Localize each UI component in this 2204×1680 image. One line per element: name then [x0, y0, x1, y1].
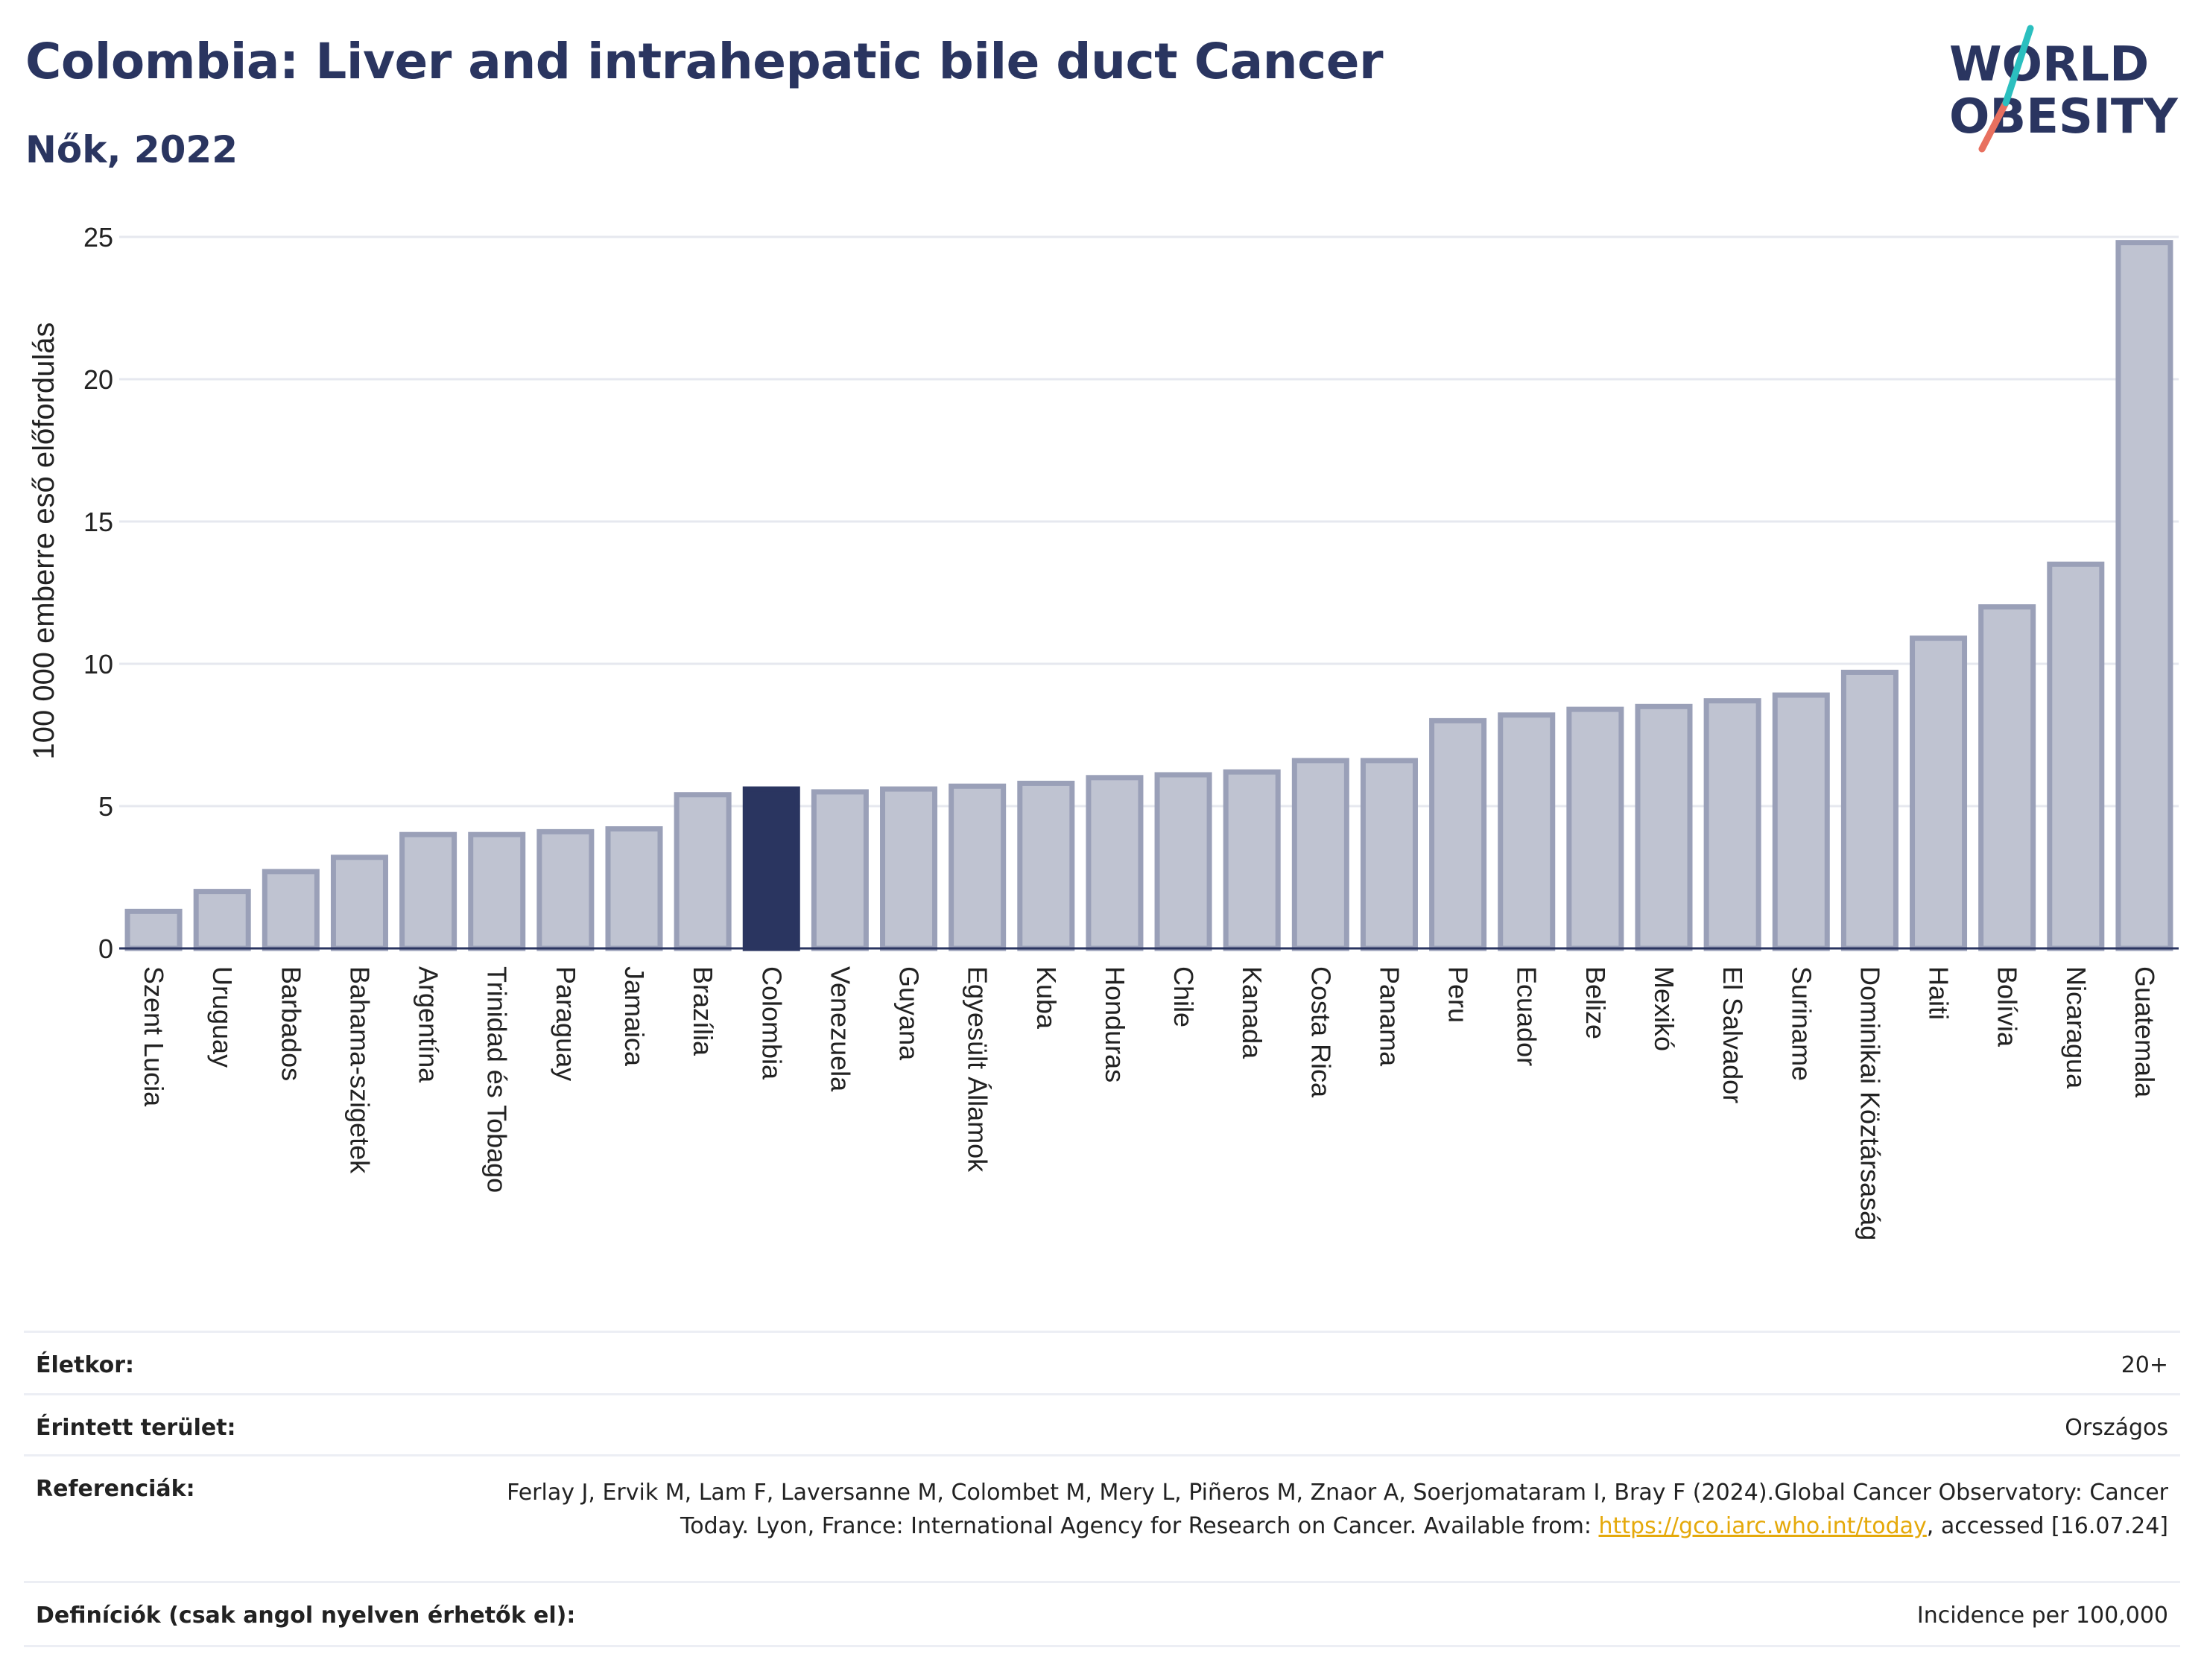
bar	[2115, 240, 2173, 951]
x-tick-label: Jamaica	[619, 966, 650, 1067]
meta-row-references: Referenciák: Ferlay J, Ervik M, Lam F, L…	[24, 1456, 2180, 1583]
y-tick-labels: 0 5 10 15 20 25	[83, 222, 113, 964]
x-tick-label: Ecuador	[1512, 966, 1542, 1066]
bar	[811, 789, 869, 951]
svg-text:WORLD: WORLD	[1949, 37, 2149, 92]
y-axis-label: 100 000 emberre eső előfordulás	[28, 322, 60, 759]
x-tick-label: Colombia	[756, 966, 787, 1080]
x-tick-label: Kanada	[1237, 966, 1267, 1059]
bar	[2047, 561, 2105, 951]
meta-value-references: Ferlay J, Ervik M, Lam F, Laversanne M, …	[455, 1476, 2168, 1543]
x-tick-label: Szent Lucia	[139, 966, 169, 1107]
bar	[468, 831, 526, 951]
x-tick-label: Barbados	[276, 966, 306, 1081]
bar	[1772, 692, 1830, 951]
bar	[1566, 706, 1624, 951]
bar	[330, 855, 388, 951]
meta-value-area: Országos	[2065, 1415, 2168, 1441]
bar	[880, 786, 938, 951]
bars	[124, 240, 2173, 951]
bar	[1703, 698, 1761, 951]
x-tick-label: Suriname	[1786, 966, 1817, 1081]
gridlines	[119, 235, 2179, 808]
meta-value-definitions: Incidence per 100,000	[1916, 1603, 2168, 1629]
bar-chart: 0 5 10 15 20 25 Szent Lucia Uruguay Barbados Bah…	[28, 222, 2179, 1240]
x-tick-label: Uruguay	[207, 966, 238, 1068]
bar	[1291, 758, 1349, 951]
bar	[536, 828, 595, 951]
x-tick-label: Argentína	[414, 966, 444, 1083]
bar	[262, 869, 320, 951]
bar-highlight	[742, 786, 800, 951]
bar	[193, 889, 251, 951]
x-tick-label: Belize	[1580, 966, 1611, 1039]
reference-text: Ferlay J, Ervik M, Lam F, Laversanne M, …	[507, 1480, 2168, 1539]
x-tick-label: Honduras	[1100, 966, 1130, 1083]
chart-title: Colombia: Liver and intrahepatic bile du…	[25, 33, 1384, 90]
meta-row-area: Érintett terület: Országos	[24, 1395, 2180, 1456]
bar	[399, 831, 457, 951]
x-tick-label: Venezuela	[825, 966, 855, 1092]
x-tick-label: Panama	[1374, 966, 1405, 1067]
y-tick-label: 10	[83, 649, 113, 679]
bar	[1017, 780, 1075, 951]
meta-label-references: Referenciák:	[36, 1476, 195, 1502]
chart-subtitle: Nők, 2022	[25, 128, 238, 171]
x-tick-label: Guyana	[894, 966, 925, 1061]
x-tick-label: Brazília	[688, 966, 718, 1056]
meta-label-area: Érintett terület:	[36, 1415, 236, 1441]
bar	[1978, 604, 2036, 951]
bar	[124, 908, 183, 951]
bar	[1429, 717, 1487, 951]
x-tick-labels: Szent Lucia Uruguay Barbados Bahama-szigete…	[139, 966, 2160, 1240]
y-tick-label: 0	[98, 933, 113, 964]
reference-link[interactable]: https://gco.iarc.who.int/today	[1598, 1513, 1927, 1539]
y-tick-label: 15	[83, 507, 113, 537]
meta-value-age: 20+	[2121, 1352, 2168, 1378]
x-tick-label: Trinidad és Tobago	[482, 966, 513, 1193]
bar	[1154, 772, 1212, 951]
bar	[1840, 669, 1899, 951]
reference-accessed: , accessed [16.07.24]	[1926, 1513, 2168, 1539]
x-tick-label: Costa Rica	[1305, 966, 1336, 1098]
y-tick-label: 25	[83, 222, 113, 253]
bar	[1910, 635, 1968, 951]
x-tick-label: Paraguay	[551, 966, 581, 1081]
x-tick-label: Guatemala	[2129, 966, 2160, 1098]
x-tick-label: Mexikó	[1649, 966, 1679, 1051]
x-tick-label: Haiti	[1924, 966, 1954, 1020]
world-obesity-logo: WORLD OBESITY	[1949, 25, 2178, 153]
bar	[1086, 775, 1144, 951]
meta-row-age: Életkor: 20+	[24, 1333, 2180, 1395]
bar	[1498, 712, 1556, 951]
bar	[949, 783, 1007, 951]
x-tick-label: Peru	[1443, 966, 1474, 1023]
meta-label-age: Életkor:	[36, 1352, 135, 1378]
x-tick-label: Nicaragua	[2061, 966, 2091, 1089]
bar	[605, 826, 663, 951]
y-tick-label: 5	[98, 791, 113, 822]
x-tick-label: Bahama-szigetek	[344, 966, 375, 1174]
x-tick-label: Bolívia	[1992, 966, 2023, 1047]
metadata-table: Életkor: 20+ Érintett terület: Országos …	[24, 1331, 2180, 1647]
x-tick-label: Egyesült Államok	[963, 966, 993, 1173]
bar	[1360, 758, 1418, 951]
x-tick-label: Chile	[1168, 966, 1199, 1027]
x-tick-label: Kuba	[1031, 966, 1062, 1030]
x-tick-label: El Salvador	[1717, 966, 1748, 1103]
meta-label-definitions: Definíciók (csak angol nyelven érhetők e…	[36, 1603, 576, 1629]
meta-row-definitions: Definíciók (csak angol nyelven érhetők e…	[24, 1583, 2180, 1647]
bar	[1635, 703, 1693, 951]
bar	[674, 792, 732, 951]
y-tick-label: 20	[83, 364, 113, 395]
x-tick-label: Dominikai Köztársaság	[1855, 966, 1885, 1240]
bar	[1223, 769, 1281, 951]
